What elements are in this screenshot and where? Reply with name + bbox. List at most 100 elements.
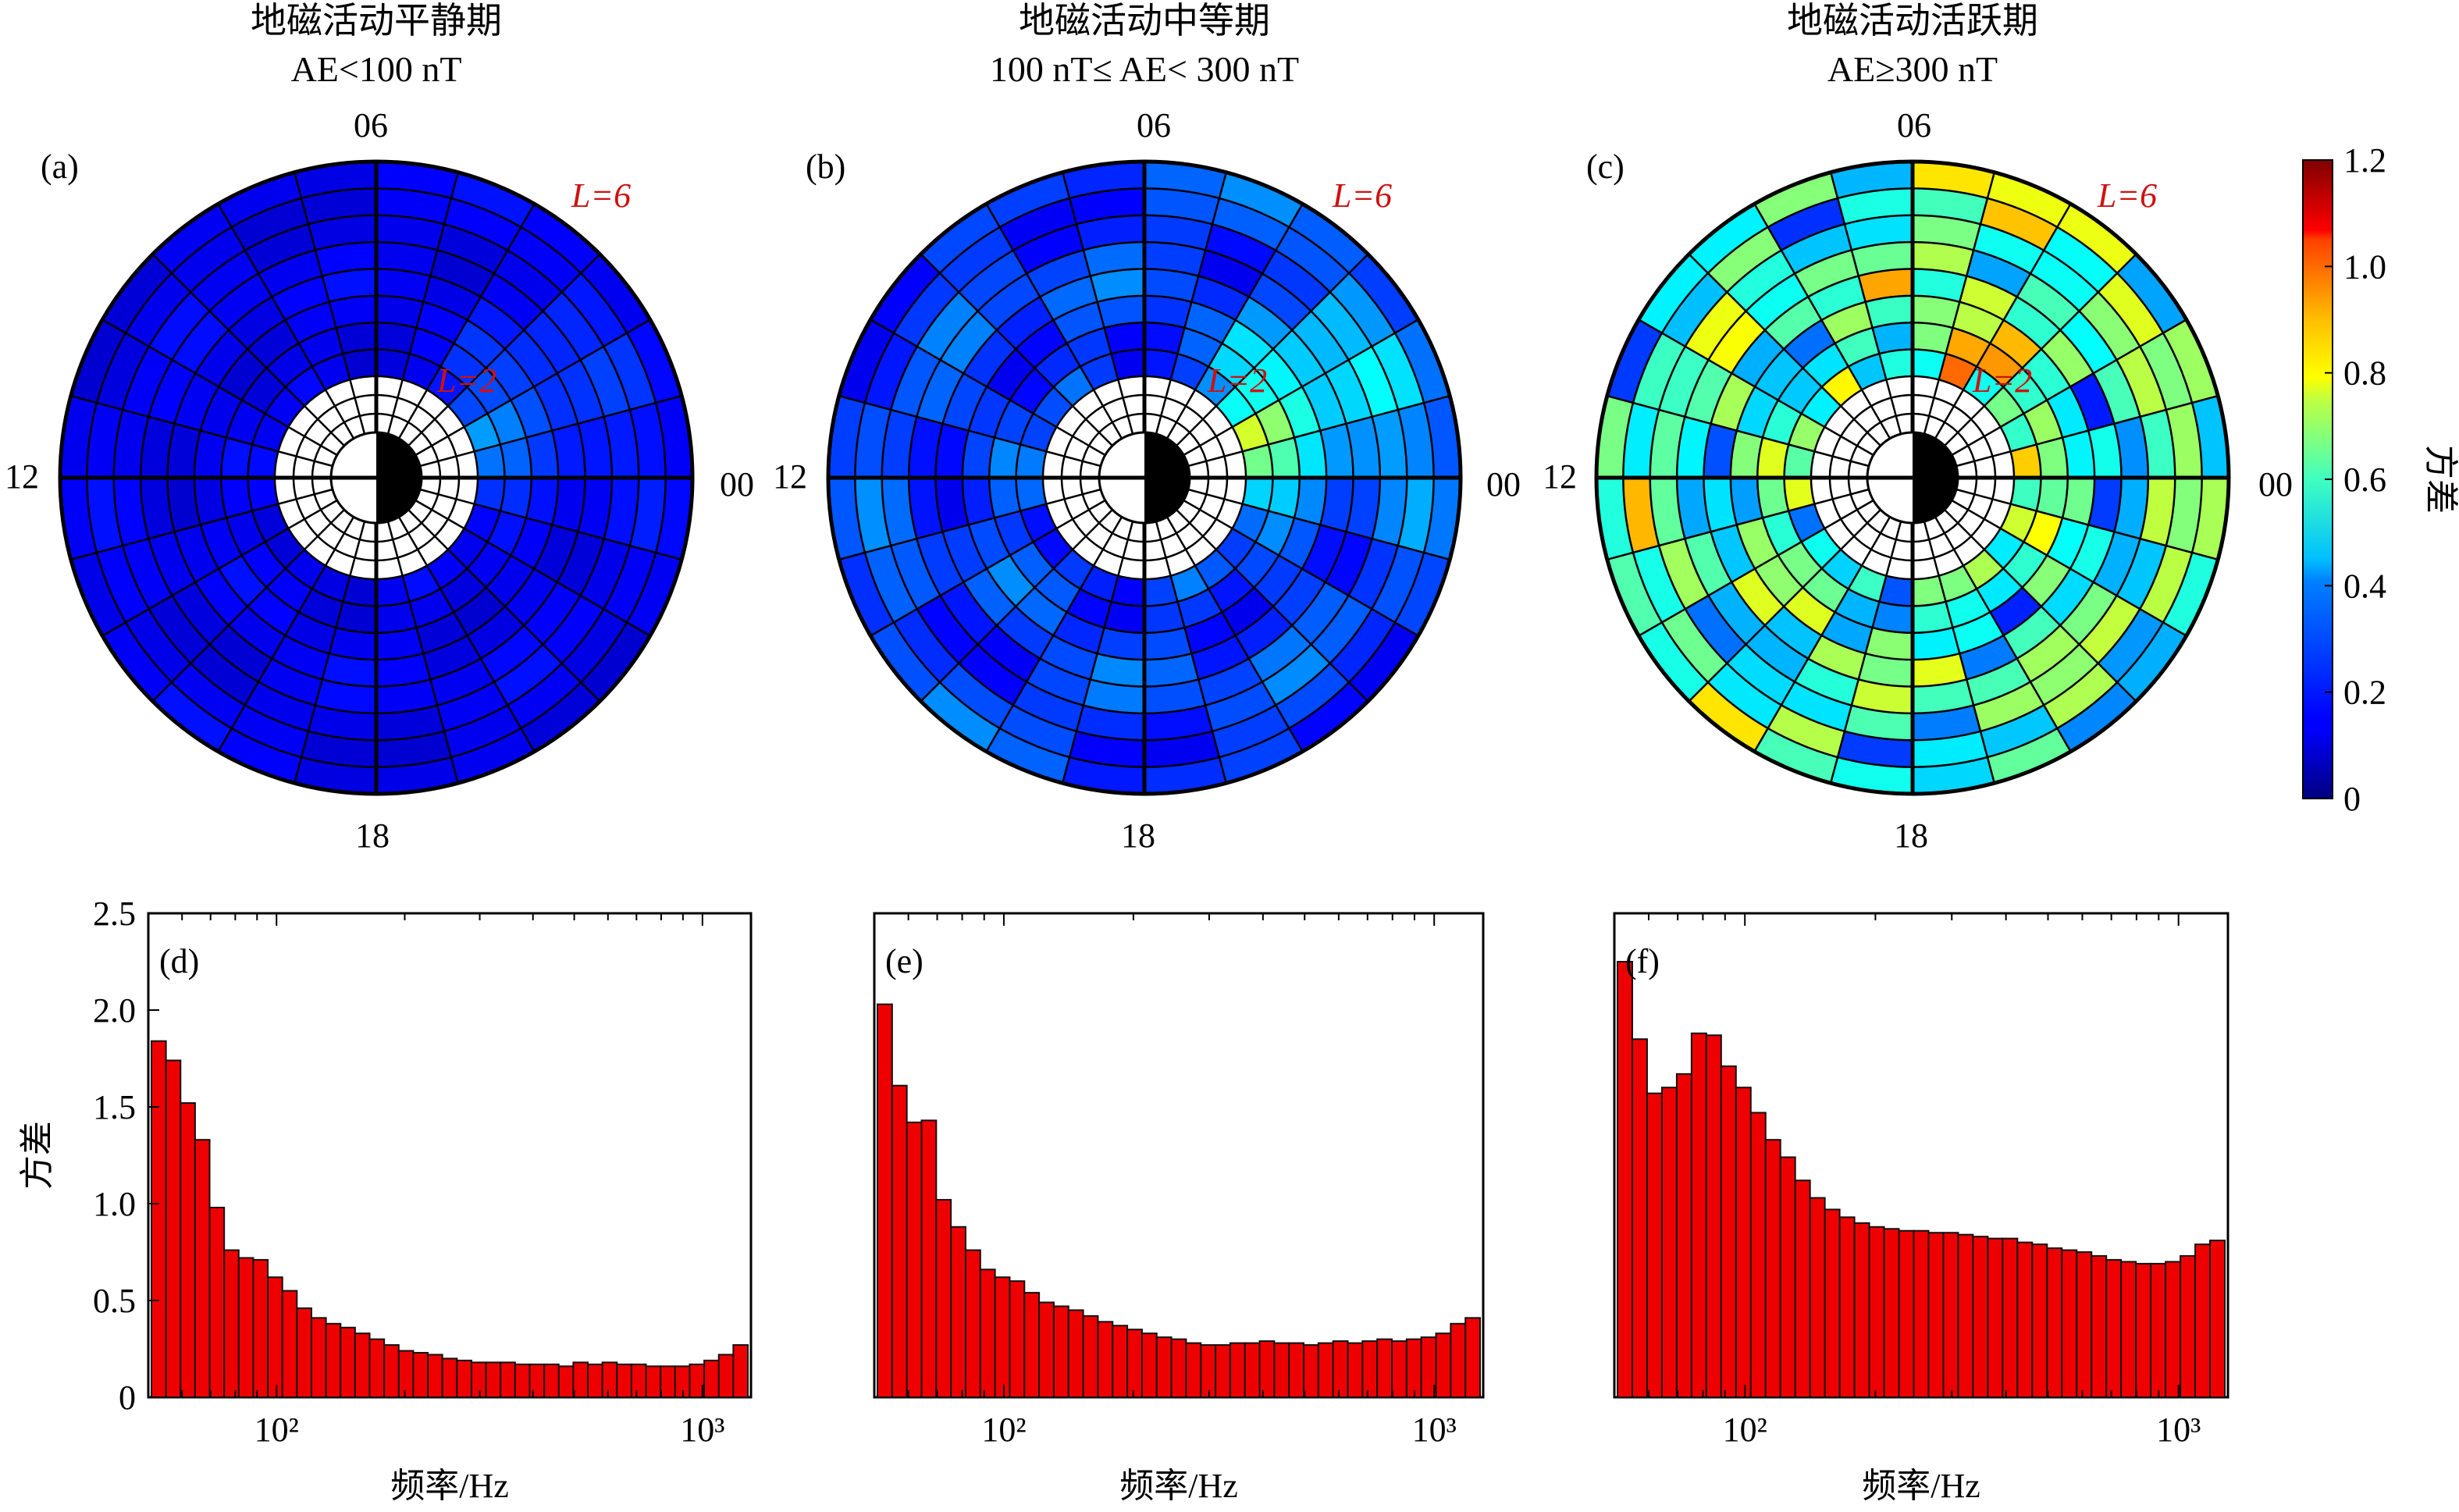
polar-cell — [1727, 644, 1795, 706]
polar-cell — [1707, 227, 1781, 293]
polar-cell — [1012, 681, 1084, 731]
polar-cell — [580, 539, 630, 610]
polar-cell — [968, 518, 1010, 569]
polar-cell — [329, 295, 376, 329]
polar-cell — [533, 373, 578, 431]
polar-spoke — [101, 499, 338, 637]
polar-cell — [123, 539, 173, 610]
polar-cell — [336, 601, 376, 633]
l-label-inner-a: L=2 — [436, 361, 496, 400]
polar-cell — [959, 250, 1027, 311]
colorbar-tick-label: 0.6 — [2343, 461, 2386, 499]
polar-grid-c — [1594, 159, 2231, 796]
polar-spoke — [419, 488, 682, 561]
polar-cell — [891, 346, 941, 417]
polar-cell — [376, 679, 438, 713]
colorbar-label: 方差 — [2422, 445, 2459, 514]
polar-spoke — [1688, 509, 1881, 703]
polar-cell — [1016, 444, 1047, 478]
polar-cell — [1144, 215, 1213, 251]
polar-cell — [920, 204, 1000, 273]
polar-cell — [123, 346, 173, 417]
polar-cell — [2162, 319, 2219, 404]
bars-e — [877, 1003, 1482, 1399]
polar-cell — [1865, 627, 1913, 660]
polar-spoke — [1176, 253, 1369, 446]
l-label-outer-c: L=6 — [2097, 176, 2157, 215]
polar-spoke — [1688, 253, 1881, 446]
bar — [1126, 1329, 1143, 1398]
polar-cell — [1144, 349, 1178, 380]
x-tick-label: 10² — [1723, 1411, 1767, 1449]
bar — [1244, 1342, 1261, 1399]
polar-cell — [2016, 273, 2080, 330]
colorbar-tick-label: 0 — [2343, 780, 2361, 818]
bar — [1273, 1342, 1290, 1399]
polar-cell — [1821, 301, 1873, 343]
polar-cell — [1232, 503, 1269, 543]
polar-spoke — [1176, 509, 1369, 703]
polar-cell — [1090, 269, 1144, 302]
polar-sectors-b — [828, 162, 1461, 794]
polar-cell — [865, 333, 917, 410]
polar-cell — [1959, 635, 2017, 680]
polar-cell — [1872, 601, 1913, 633]
bar-panel-e: 10² 10³ (e) 频率/Hz — [873, 912, 1485, 1505]
bar — [1067, 1309, 1084, 1399]
polar-cell — [1707, 663, 1781, 728]
polar-cell — [1913, 295, 1960, 329]
polar-cell — [315, 242, 376, 276]
polar-cell — [1938, 565, 1977, 602]
bar — [2120, 1261, 2137, 1399]
polar-cell — [2003, 606, 2061, 659]
polar-cell — [376, 269, 431, 302]
bar — [979, 1268, 996, 1398]
polar-cell — [1913, 575, 1946, 607]
polar-c-title-line1: 地磁活动活跃期 — [1787, 1, 2038, 41]
bar — [2105, 1258, 2123, 1399]
polar-sectors-a — [60, 162, 692, 794]
bar — [1303, 1344, 1319, 1399]
polar-cell — [218, 172, 302, 228]
polar-cell — [1977, 343, 2023, 387]
polar-cell — [626, 319, 682, 404]
polar-cell — [1111, 349, 1144, 380]
polar-cell — [1294, 430, 1327, 478]
polar-cell — [603, 546, 656, 623]
polar-cell — [1788, 503, 1825, 543]
bar — [616, 1363, 632, 1398]
polar-spoke — [386, 172, 460, 435]
polar-cell — [266, 343, 312, 387]
polar-cell — [2000, 413, 2037, 452]
polar-cell — [1329, 609, 1395, 683]
polar-cell — [524, 311, 581, 374]
polar-c-title-line2: AE≥300 nT — [1827, 49, 1998, 89]
bar — [1898, 1229, 1915, 1398]
polar-cell — [2041, 568, 2094, 626]
polar-panel-c: (c) 06 12 00 18 L=6 L=2 — [1543, 106, 2293, 855]
bars-d — [151, 1040, 749, 1399]
polar-cell — [1685, 532, 1732, 596]
polar-cell — [423, 276, 481, 321]
polar-spoke — [1061, 172, 1134, 435]
polar-cell — [987, 349, 1035, 400]
polar-cell — [2060, 311, 2117, 374]
bar — [2180, 1254, 2197, 1398]
polar-cell — [474, 478, 505, 511]
polar-cell — [581, 254, 650, 333]
polar-cell — [467, 542, 511, 588]
polar-cell — [1289, 682, 1368, 752]
polar-cell — [1784, 587, 1835, 635]
bar — [1690, 1032, 1707, 1398]
polar-cell — [1040, 635, 1098, 680]
l-label-inner-c: L=2 — [1972, 361, 2032, 400]
polar-cell — [1802, 343, 1849, 387]
polar-cell — [1708, 311, 1765, 374]
bar — [1450, 1322, 1467, 1399]
polar-cell — [1372, 333, 1424, 410]
polar-cell — [1144, 705, 1213, 741]
polar-cell — [1325, 532, 1372, 596]
bar — [2135, 1262, 2152, 1398]
polar-cell — [486, 555, 534, 607]
polar-cell — [1080, 565, 1119, 602]
